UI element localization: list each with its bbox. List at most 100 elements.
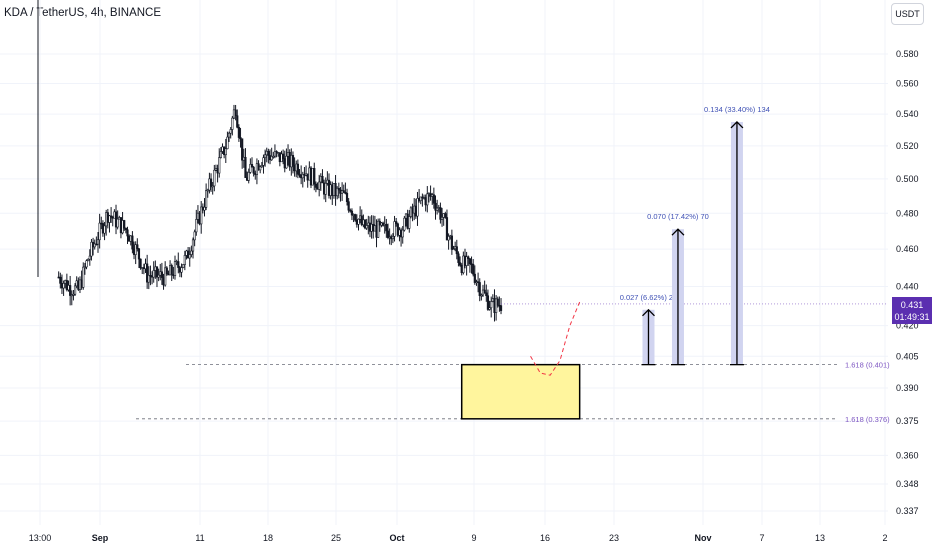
candle-body: [90, 241, 93, 257]
candle-body: [447, 236, 450, 241]
candle: [234, 104, 237, 121]
candle-body: [314, 183, 317, 188]
candle-body: [416, 198, 419, 217]
candle-body: [357, 218, 360, 225]
candle-body: [260, 165, 263, 168]
candle-body: [485, 292, 488, 297]
candle-body: [478, 282, 481, 296]
candle: [445, 209, 449, 241]
candle-body: [337, 187, 340, 191]
candle-body: [170, 265, 173, 275]
candle: [136, 238, 139, 252]
candle: [219, 146, 222, 159]
candle-body: [98, 222, 101, 241]
currency-button[interactable]: USDT: [891, 3, 924, 25]
candle: [436, 199, 439, 215]
candle-body: [488, 307, 491, 310]
candle-body: [195, 219, 198, 233]
candle: [131, 231, 134, 254]
candlestick-series: [37, 0, 888, 322]
candle: [191, 237, 195, 259]
candle-body: [465, 256, 468, 266]
candle: [146, 254, 149, 289]
candle: [416, 191, 419, 226]
candle: [472, 259, 475, 277]
candle-body: [321, 175, 324, 184]
projection-bar: 0.027 (6.62%) 27: [620, 293, 677, 366]
candle: [262, 154, 265, 174]
demand-zone[interactable]: [460, 363, 581, 420]
x-tick-label: 13: [815, 533, 825, 543]
candle: [393, 215, 396, 242]
candle-body: [211, 185, 214, 188]
bar-countdown-label: 01:49:31: [894, 312, 930, 322]
candle: [273, 144, 277, 159]
candle: [139, 258, 142, 270]
candle-body: [147, 275, 150, 283]
y-tick-label: 0.460: [896, 244, 919, 254]
time-axis[interactable]: 13:00 Sep 11 18 25 Oct 9 16 23 Nov 7 13 2: [29, 533, 888, 543]
candle: [180, 263, 183, 278]
candle: [318, 174, 321, 197]
candle-body: [450, 235, 453, 250]
candle-body: [345, 192, 349, 202]
candle: [241, 138, 244, 169]
projection-label: 0.134 (33.40%) 134: [704, 105, 770, 114]
candle: [72, 289, 75, 301]
candle-body: [285, 155, 288, 169]
y-tick-label: 0.480: [896, 208, 919, 218]
candle: [434, 195, 437, 220]
candle-body: [396, 223, 399, 236]
x-tick-label: 13:00: [29, 533, 52, 543]
candle-body: [267, 150, 270, 156]
candle: [496, 296, 499, 308]
candle-body: [391, 235, 395, 240]
candle-body: [452, 248, 455, 251]
candle-body: [432, 194, 435, 204]
candle-body: [250, 164, 254, 168]
candle-body: [272, 155, 275, 158]
candle: [205, 183, 208, 211]
candle: [396, 222, 399, 238]
candle: [468, 258, 472, 273]
candle-body: [209, 178, 213, 187]
candle: [285, 148, 288, 169]
candle-body: [237, 126, 240, 138]
candle: [395, 217, 398, 227]
y-tick-label: 0.405: [896, 351, 919, 361]
x-tick-label: 23: [609, 533, 619, 543]
price-axis[interactable]: 0.580 0.560 0.540 0.520 0.500 0.480 0.460 0.440…: [896, 49, 919, 516]
candle: [134, 241, 137, 265]
projection-bars[interactable]: 0.027 (6.62%) 27 0.070 (17.42%) 70 0.134 (…: [620, 105, 770, 366]
candle: [96, 232, 100, 253]
candle-body: [291, 155, 295, 166]
candle-body: [386, 230, 390, 238]
zone-box: [460, 363, 581, 420]
candle: [301, 171, 304, 188]
candle: [486, 289, 490, 311]
candle: [227, 131, 231, 142]
candle: [450, 229, 453, 255]
candle: [211, 181, 214, 195]
candle-body: [180, 267, 183, 273]
candle-body: [193, 231, 196, 241]
candle-body: [350, 210, 354, 216]
candle-body: [426, 193, 429, 206]
candle: [155, 266, 159, 288]
candle-body: [401, 229, 404, 238]
candle: [419, 196, 422, 205]
candle-body: [103, 225, 106, 234]
candle-body: [226, 136, 229, 150]
y-tick-label: 0.540: [896, 109, 919, 119]
candle-body: [262, 157, 265, 166]
candle: [239, 127, 242, 148]
candle: [403, 215, 406, 232]
candle: [69, 275, 72, 306]
candle: [354, 213, 357, 222]
candle: [229, 127, 232, 139]
candle: [165, 266, 168, 276]
y-tick-label: 0.337: [896, 506, 919, 516]
candle: [236, 109, 239, 129]
candle: [190, 245, 193, 258]
